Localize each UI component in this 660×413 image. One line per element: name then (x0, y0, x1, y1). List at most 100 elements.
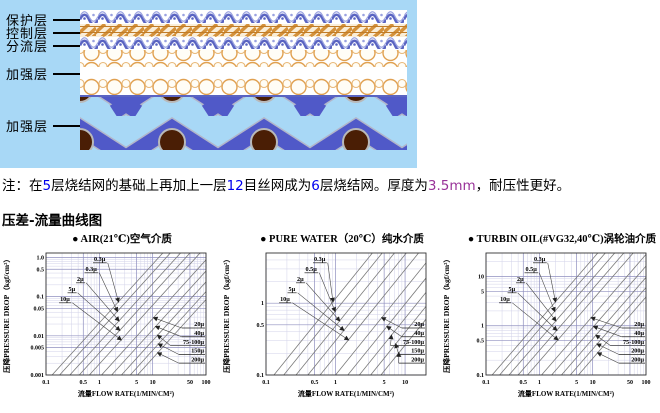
control-layer-band (80, 24, 407, 37)
svg-text:200μ: 200μ (631, 356, 644, 363)
leader-dash (53, 18, 100, 21)
svg-text:0.3μ: 0.3μ (94, 256, 106, 263)
svg-text:0.01: 0.01 (34, 334, 45, 340)
leader-dash (53, 124, 100, 127)
svg-text:10μ: 10μ (500, 296, 510, 303)
svg-text:200μ: 200μ (191, 356, 204, 363)
reinforce-layer-bottom-band (80, 78, 407, 95)
svg-text:压降PRESSURE DROP（kgf/cm²）: 压降PRESSURE DROP（kgf/cm²） (222, 255, 231, 373)
svg-text:0.1: 0.1 (477, 373, 485, 379)
svg-text:200μ: 200μ (411, 356, 424, 363)
svg-text:5: 5 (481, 289, 484, 295)
svg-text:10: 10 (590, 380, 596, 386)
svg-text:0.3μ: 0.3μ (86, 266, 98, 273)
svg-text:200μ: 200μ (631, 348, 644, 355)
svg-text:0.5: 0.5 (80, 380, 88, 386)
svg-text:1: 1 (334, 380, 337, 386)
layer-label-distribution: 分流层 (6, 36, 100, 55)
svg-text:0.5: 0.5 (311, 380, 319, 386)
svg-text:5: 5 (383, 380, 386, 386)
svg-text:150μ: 150μ (411, 348, 424, 355)
svg-text:流量FLOW RATE(1/MIN/CM²): 流量FLOW RATE(1/MIN/CM²) (78, 389, 175, 398)
svg-text:5: 5 (135, 380, 138, 386)
svg-text:75-100μ: 75-100μ (183, 339, 205, 346)
svg-text:20μ: 20μ (194, 321, 204, 328)
svg-text:1: 1 (261, 301, 264, 307)
svg-text:0.1: 0.1 (257, 373, 265, 379)
distribution-layer-band (80, 37, 407, 50)
svg-text:100: 100 (642, 380, 651, 386)
svg-text:5μ: 5μ (509, 286, 516, 293)
leader-dash (53, 72, 100, 75)
layer-label-text: 保护层 (6, 14, 49, 29)
section-title: 压差-流量曲线图 (2, 213, 103, 229)
svg-text:5μ: 5μ (289, 286, 296, 293)
svg-text:5: 5 (575, 380, 578, 386)
layer-label-text: 加强层 (6, 68, 49, 83)
svg-text:100: 100 (202, 380, 211, 386)
svg-text:0.3μ: 0.3μ (534, 256, 546, 263)
svg-text:10: 10 (150, 380, 156, 386)
protection-layer-band (80, 10, 407, 24)
layer-label-text: 控制层 (6, 27, 49, 42)
svg-text:40μ: 40μ (194, 330, 204, 337)
layer-label-reinforce-2: 加强层 (6, 116, 100, 135)
chart-panel-turbine-oil: ● TURBIN OIL(#VG32,40℃)涡轮油介质 0.1 0.5 1 5 10 5… (440, 232, 660, 413)
chart-panel-pure-water: ● PURE WATER（20℃）纯水介质 0.1 0.5 1 5 10 1 0.5 0.1 流… (220, 232, 440, 413)
svg-text:1: 1 (98, 380, 101, 386)
svg-text:40μ: 40μ (634, 330, 644, 337)
reinforce-weave-band (80, 97, 407, 150)
reinforce-layer-top-band (80, 50, 407, 67)
svg-text:2μ: 2μ (77, 276, 84, 283)
layer-label-reinforce-1: 加强层 (6, 64, 100, 83)
svg-text:20μ: 20μ (414, 321, 424, 328)
layer-label-control: 控制层 (6, 23, 100, 42)
svg-text:0.5μ: 0.5μ (306, 266, 318, 273)
layer-label-text: 分流层 (6, 40, 49, 55)
svg-text:0.5: 0.5 (37, 267, 45, 273)
svg-text:10: 10 (478, 274, 484, 280)
svg-text:0.1: 0.1 (482, 380, 490, 386)
svg-text:1: 1 (481, 324, 484, 330)
layer-label-text: 加强层 (6, 120, 49, 135)
leader-dash (53, 31, 100, 34)
svg-text:50: 50 (187, 380, 193, 386)
svg-text:流量FLOW RATE(1/MIN/CM²): 流量FLOW RATE(1/MIN/CM²) (518, 389, 615, 398)
svg-text:0.05: 0.05 (34, 306, 45, 312)
chart-title: ● TURBIN OIL(#VG32,40℃)涡轮油介质 (467, 234, 657, 245)
svg-text:75-100μ: 75-100μ (623, 339, 645, 346)
svg-text:0.001: 0.001 (31, 373, 45, 379)
svg-text:150μ: 150μ (191, 348, 204, 355)
svg-text:5μ: 5μ (69, 286, 76, 293)
leader-dash (53, 44, 100, 47)
svg-text:0.5: 0.5 (520, 380, 528, 386)
layer-label-protection: 保护层 (6, 10, 100, 29)
svg-text:10μ: 10μ (280, 296, 290, 303)
note-text: 注：在5层烧结网的基础上再加上一层12目丝网成为6层烧结网。厚度为3.5mm，耐… (2, 178, 571, 194)
svg-text:0.5μ: 0.5μ (526, 266, 538, 273)
mesh-layers-illustration (80, 10, 407, 150)
chart-plot-turbine-oil: 0.1 0.5 1 5 10 50 100 10 5 1 0.5 0.1 流量FLOW RATE(1/M… (442, 252, 651, 398)
svg-text:0.1: 0.1 (262, 380, 270, 386)
separator-line (80, 95, 407, 97)
svg-text:40μ: 40μ (414, 330, 424, 337)
svg-text:0.1: 0.1 (37, 295, 45, 301)
chart-panel-air: ● AIR(21℃)空气介质 0.1 0.5 1 5 10 50 100 1.0 0.5 0.1 0… (0, 232, 220, 413)
chart-title: ● AIR(21℃)空气介质 (72, 234, 172, 245)
svg-text:0.3μ: 0.3μ (314, 256, 326, 263)
svg-text:1: 1 (538, 380, 541, 386)
chart-title: ● PURE WATER（20℃）纯水介质 (260, 234, 424, 245)
svg-text:0.005: 0.005 (31, 346, 45, 352)
sintered-mesh-layer-diagram: 保护层 控制层 分流层 加强层 加强层 (0, 0, 417, 168)
chart-plot-pure-water: 0.1 0.5 1 5 10 1 0.5 0.1 流量FLOW RATE(1/MIN/CM²) 压… (222, 252, 427, 398)
svg-text:10: 10 (402, 380, 408, 386)
svg-text:2μ: 2μ (517, 276, 524, 283)
svg-text:压降PRESSURE DROP（kgf/cm²）: 压降PRESSURE DROP（kgf/cm²） (2, 255, 11, 373)
charts-row: ● AIR(21℃)空气介质 0.1 0.5 1 5 10 50 100 1.0 0.5 0.1 0… (0, 232, 660, 413)
chart-plot-air: 0.1 0.5 1 5 10 50 100 1.0 0.5 0.1 0.05 0.01 0.005 0.0… (2, 252, 211, 398)
svg-text:20μ: 20μ (634, 321, 644, 328)
svg-text:75-100μ: 75-100μ (403, 339, 425, 346)
svg-text:0.5: 0.5 (257, 323, 265, 329)
reinforce-layer-gap (80, 67, 407, 78)
svg-text:2μ: 2μ (297, 276, 304, 283)
